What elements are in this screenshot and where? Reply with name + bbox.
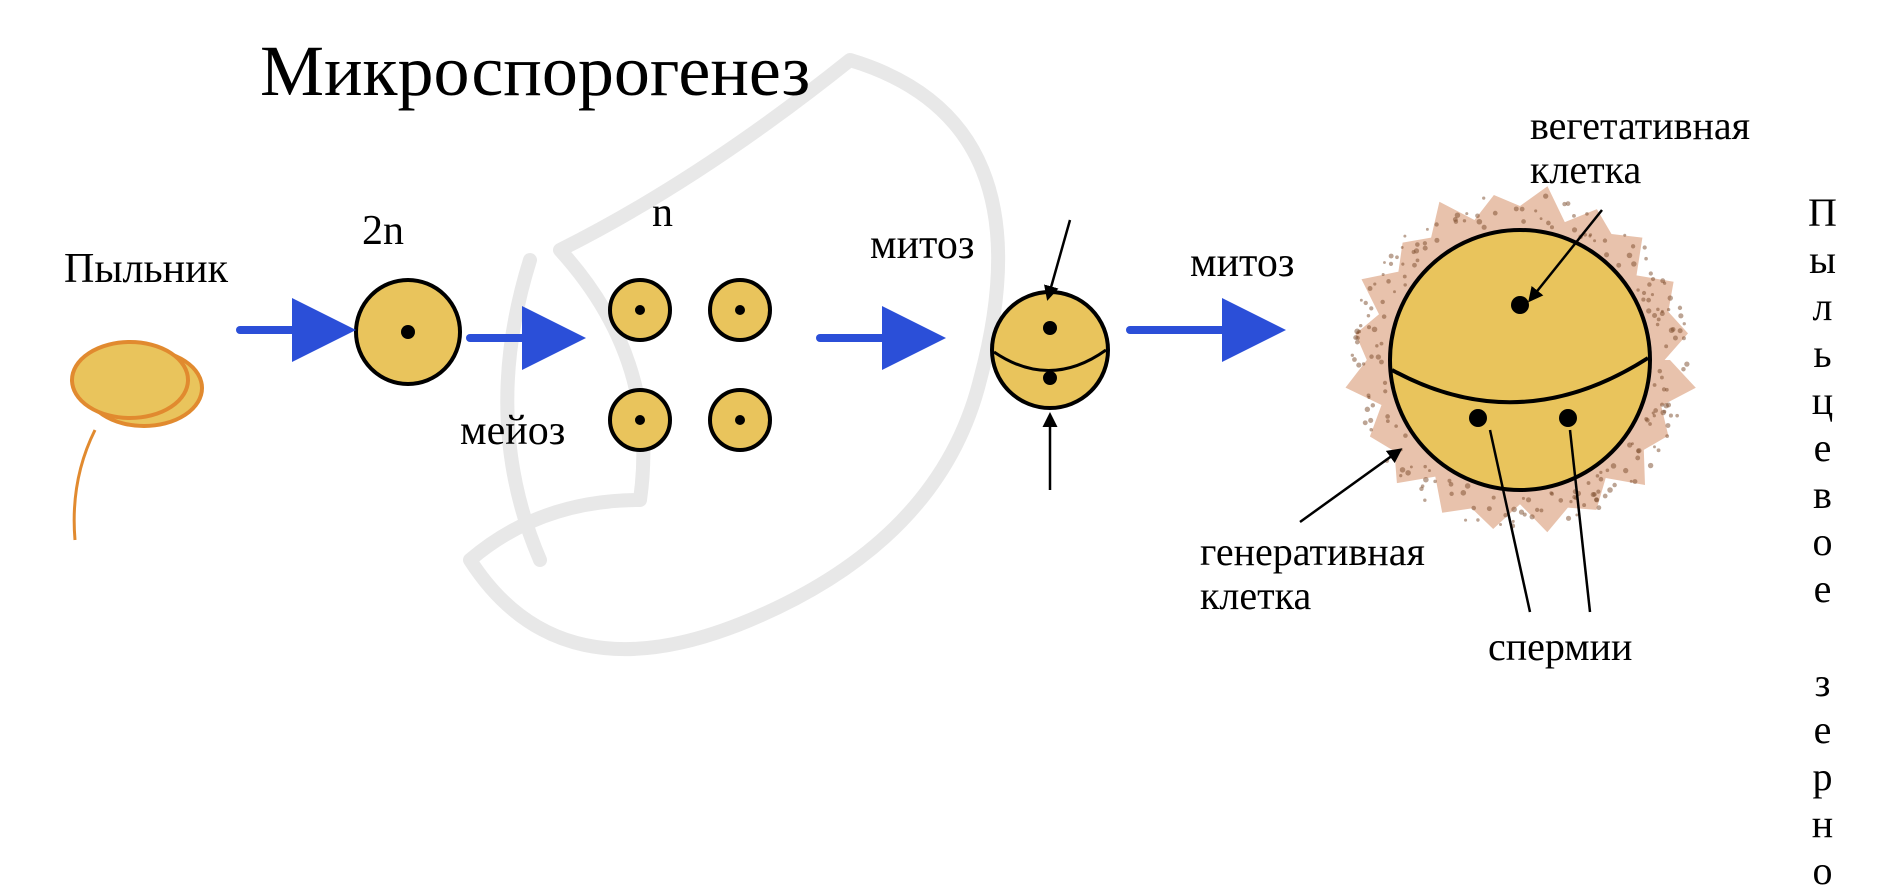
label-mitosis1: митоз: [870, 222, 974, 268]
nucleus: [401, 325, 415, 339]
nucleus: [735, 415, 745, 425]
nucleus: [1511, 296, 1529, 314]
anther-filament: [74, 430, 95, 540]
label-haploid: n: [652, 190, 673, 236]
nucleus: [1469, 409, 1487, 427]
pointer-3: [1300, 450, 1400, 522]
two-celled-spore: [992, 292, 1108, 408]
label-diploid: 2n: [362, 208, 404, 254]
pollen-grain-cell: [1390, 230, 1650, 490]
watermark: [470, 60, 998, 649]
nucleus: [735, 305, 745, 315]
nucleus: [1043, 371, 1057, 385]
label-anther: Пыльник: [64, 246, 228, 292]
label-mitosis2: митоз: [1190, 240, 1294, 286]
label-meiosis: мейоз: [460, 408, 565, 454]
label-generative: генеративная клетка: [1200, 530, 1425, 618]
pointer-0: [1048, 220, 1070, 298]
nucleus: [635, 415, 645, 425]
anther-front-lobe: [72, 342, 188, 418]
label-pollen_grain: Пыльцевое зерно: [1800, 190, 1844, 895]
nucleus: [1559, 409, 1577, 427]
label-sperm: спермии: [1488, 625, 1632, 669]
diagram-title: Микроспорогенез: [260, 32, 810, 111]
label-vegetative: вегетативная клетка: [1530, 104, 1750, 192]
nucleus: [1043, 321, 1057, 335]
nucleus: [635, 305, 645, 315]
